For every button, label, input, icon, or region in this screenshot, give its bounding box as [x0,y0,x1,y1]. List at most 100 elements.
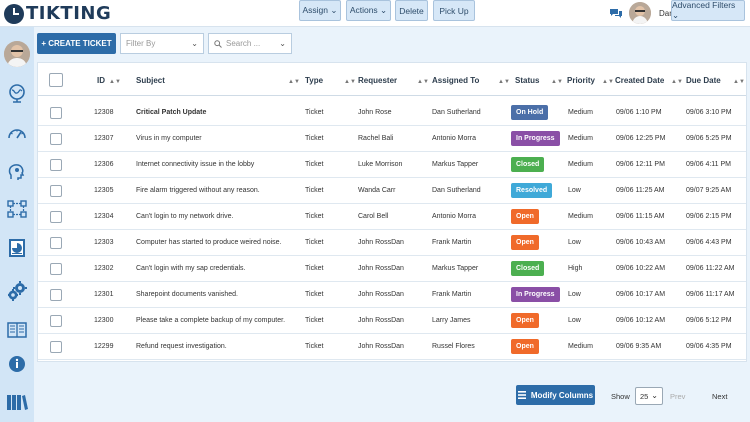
cell-created-date: 09/06 10:22 AM [616,265,666,272]
status-sort-icon[interactable]: ▲▼ [551,79,563,85]
subject-sort-icon[interactable]: ▲▼ [288,79,300,85]
cell-type: Ticket [305,291,324,298]
column-header-created-date[interactable]: Created Date [615,76,665,85]
column-header-type[interactable]: Type [305,76,324,85]
column-header-assigned-to[interactable]: Assigned To [432,76,480,85]
report-chart-icon[interactable] [6,237,28,259]
row-checkbox[interactable] [50,133,62,145]
assigned-sort-icon[interactable]: ▲▼ [498,79,510,85]
cell-subject[interactable]: Internet connectivity issue in the lobby [136,161,255,168]
column-header-due-date[interactable]: Due Date [686,76,721,85]
row-checkbox[interactable] [50,315,62,327]
row-checkbox[interactable] [50,263,62,275]
cell-assigned-to: Antonio Morra [432,213,476,220]
prev-page-link[interactable]: Prev [670,392,686,401]
row-checkbox[interactable] [50,289,62,301]
column-header-requester[interactable]: Requester [358,76,398,85]
cell-subject[interactable]: Computer has started to produce weired n… [136,239,282,246]
cell-id: 12303 [94,239,114,246]
cell-subject[interactable]: Sharepoint documents vanished. [136,291,238,298]
row-checkbox[interactable] [50,341,62,353]
cell-priority: Medium [568,109,593,116]
table-row[interactable]: 12300 Please take a complete backup of my… [38,308,746,334]
cell-assigned-to: Dan Sutherland [432,187,481,194]
cell-assigned-to: Markus Tapper [432,161,479,168]
row-checkbox[interactable] [50,237,62,249]
cell-assigned-to: Dan Sutherland [432,109,481,116]
priority-sort-icon[interactable]: ▲▼ [602,79,614,85]
requester-sort-icon[interactable]: ▲▼ [417,79,429,85]
user-avatar[interactable] [629,2,651,24]
column-header-status[interactable]: Status [515,76,540,85]
info-icon[interactable] [6,353,28,375]
pick-up-button[interactable]: Pick Up [433,0,475,21]
cell-requester: Wanda Carr [358,187,396,194]
row-checkbox[interactable] [50,159,62,171]
column-header-subject[interactable]: Subject [136,76,165,85]
table-row[interactable]: 12308 Critical Patch Update Ticket John Ros… [38,100,746,126]
row-checkbox[interactable] [50,211,62,223]
cell-subject[interactable]: Please take a complete backup of my comp… [136,317,286,324]
cell-assigned-to: Frank Martin [432,239,472,246]
table-row[interactable]: 12302 Can't login with my sap credentials… [38,256,746,282]
due-sort-icon[interactable]: ▲▼ [733,79,745,85]
cell-priority: Medium [568,161,593,168]
table-row[interactable]: 12306 Internet connectivity issue in the … [38,152,746,178]
search-input[interactable]: Search ... ⌄ [208,33,292,54]
cell-requester: John RossDan [358,317,404,324]
type-sort-icon[interactable]: ▲▼ [344,79,356,85]
cell-assigned-to: Markus Tapper [432,265,479,272]
cell-id: 12308 [94,109,114,116]
chevron-down-icon: ⌄ [279,39,286,48]
page-size-select[interactable]: 25 ⌄ [635,387,663,405]
status-badge: Open [511,209,539,224]
cell-subject[interactable]: Refund request investigation. [136,343,227,350]
cell-due-date: 09/06 4:11 PM [686,161,732,168]
cell-requester: John RossDan [358,239,404,246]
cell-assigned-to: Larry James [432,317,471,324]
column-header-id[interactable]: ID ▲▼ [97,76,121,85]
modify-columns-button[interactable]: Modify Columns [516,385,595,405]
cell-type: Ticket [305,343,324,350]
status-badge: Open [511,339,539,354]
cell-priority: Low [568,291,581,298]
app-logo[interactable]: TIKTING [4,3,111,24]
create-ticket-button[interactable]: + CREATE TICKET [37,33,116,54]
cell-subject[interactable]: Can't login to my network drive. [136,213,234,220]
table-row[interactable]: 12307 Virus in my computer Ticket Rachel Ba… [38,126,746,152]
row-checkbox[interactable] [50,107,62,119]
cell-requester: Carol Bell [358,213,389,220]
table-row[interactable]: 12299 Refund request investigation. Ticket… [38,334,746,360]
cell-subject[interactable]: Virus in my computer [136,135,202,142]
cell-subject[interactable]: Can't login with my sap credentials. [136,265,246,272]
column-header-priority[interactable]: Priority [567,76,596,85]
settings-gears-icon[interactable] [6,280,28,302]
row-checkbox[interactable] [50,185,62,197]
chat-icon[interactable] [609,8,623,20]
actions-button[interactable]: Actions ⌄ [346,0,391,21]
assign-button[interactable]: Assign ⌄ [299,0,341,21]
globe-icon[interactable] [6,82,28,104]
cell-due-date: 09/06 5:12 PM [686,317,732,324]
sidebar-avatar[interactable] [4,41,30,67]
cell-id: 12305 [94,187,114,194]
user-head-icon[interactable] [6,160,28,182]
workflow-icon[interactable] [6,198,28,220]
knowledge-base-icon[interactable] [6,319,28,341]
table-row[interactable]: 12301 Sharepoint documents vanished. Ticke… [38,282,746,308]
advanced-filters-button[interactable]: Advanced Filters ⌄ [671,0,745,21]
filter-by-select[interactable]: Filter By ⌄ [120,33,204,54]
cell-subject[interactable]: Critical Patch Update [136,109,207,116]
table-row[interactable]: 12304 Can't login to my network drive. Tic… [38,204,746,230]
table-row[interactable]: 12305 Fire alarm triggered without any re… [38,178,746,204]
cell-id: 12299 [94,343,114,350]
cell-subject[interactable]: Fire alarm triggered without any reason. [136,187,260,194]
dashboard-gauge-icon[interactable] [6,122,28,144]
next-page-link[interactable]: Next [712,392,728,401]
status-badge: Closed [511,157,545,172]
select-all-checkbox[interactable] [49,73,63,87]
table-row[interactable]: 12303 Computer has started to produce wei… [38,230,746,256]
library-books-icon[interactable] [6,391,28,413]
created-sort-icon[interactable]: ▲▼ [671,79,683,85]
delete-button[interactable]: Delete [395,0,428,21]
